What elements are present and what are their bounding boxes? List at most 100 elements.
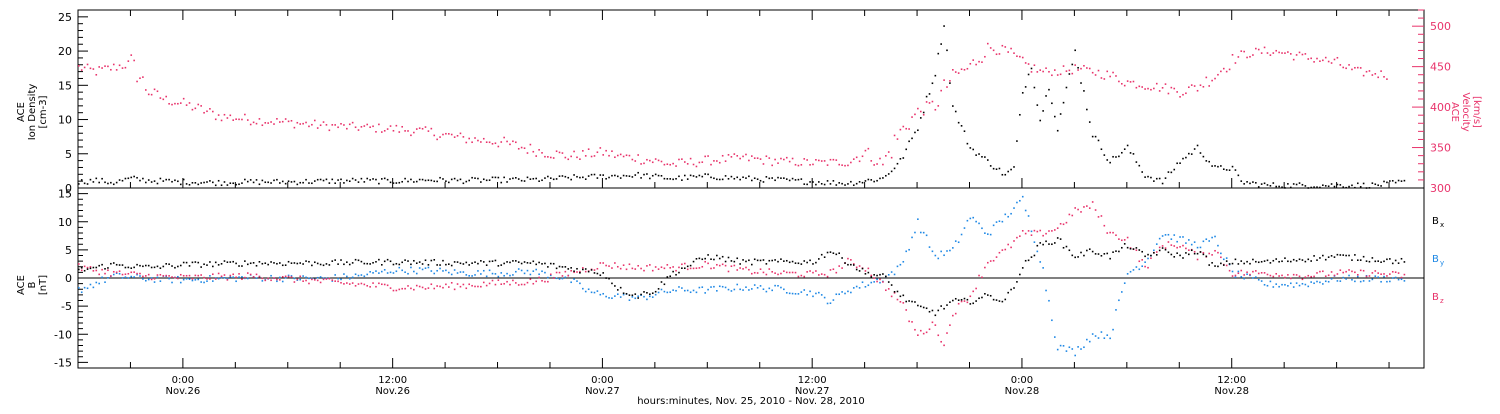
data-point-bz — [649, 264, 651, 266]
data-point-by — [587, 288, 590, 291]
data-point-bz — [1333, 274, 1336, 277]
data-point-by — [718, 285, 721, 288]
data-point-bx — [751, 263, 753, 266]
data-point-velocity — [512, 140, 514, 143]
data-point-velocity — [1345, 67, 1347, 70]
data-point-velocity — [1065, 70, 1068, 72]
data-point-bz — [150, 278, 153, 281]
data-point-bz — [911, 321, 913, 323]
data-point-ion-density — [1045, 95, 1047, 97]
data-point-velocity — [850, 161, 852, 164]
data-point-ion-density — [351, 177, 354, 180]
data-point-ion-density — [311, 182, 313, 185]
data-point-bx — [1129, 247, 1132, 250]
data-point-ion-density — [1094, 135, 1097, 138]
data-point-by — [1088, 340, 1091, 343]
data-point-bx — [1394, 259, 1397, 262]
data-point-bx — [328, 264, 331, 266]
data-point-bx — [1059, 238, 1062, 240]
data-point-bx — [949, 301, 951, 303]
data-point-bz — [1365, 275, 1368, 278]
data-point-by — [529, 273, 532, 276]
data-point-bz — [599, 262, 602, 264]
data-point-by — [809, 290, 811, 293]
data-point-ion-density — [162, 180, 165, 182]
data-point-bx — [1249, 262, 1251, 265]
data-point-by — [957, 241, 960, 244]
data-point-bx — [972, 302, 975, 305]
data-point-ion-density — [334, 182, 336, 185]
data-point-bz — [482, 281, 485, 284]
data-point-bz — [838, 265, 841, 267]
data-point-ion-density — [640, 177, 642, 179]
data-point-by — [1036, 250, 1039, 253]
data-point-bz — [459, 285, 462, 288]
data-point-bz — [998, 251, 1001, 254]
data-point-bz — [1141, 259, 1143, 261]
data-point-bx — [1368, 260, 1371, 263]
x-tick-day: Nov.28 — [1005, 386, 1040, 397]
data-point-bx — [474, 261, 476, 263]
data-point-bz — [188, 274, 191, 277]
data-point-ion-density — [1220, 165, 1222, 167]
data-point-velocity — [523, 147, 526, 149]
data-point-bz — [421, 286, 424, 289]
data-point-bz — [1397, 272, 1400, 274]
data-point-bx — [969, 303, 972, 305]
data-point-bx — [654, 290, 657, 293]
data-point-ion-density — [1260, 183, 1263, 185]
data-point-by — [115, 272, 118, 274]
data-point-bx — [1048, 243, 1050, 245]
data-point-velocity — [911, 116, 913, 118]
data-point-ion-density — [1048, 88, 1050, 91]
data-point-velocity — [1167, 92, 1170, 95]
data-point-ion-density — [453, 177, 456, 180]
data-point-bx — [1348, 254, 1350, 257]
data-point-bz — [669, 267, 672, 269]
data-point-by — [902, 260, 905, 263]
data-point-bz — [1024, 232, 1027, 235]
data-point-by — [494, 273, 497, 275]
data-point-bx — [319, 263, 322, 266]
data-point-by — [430, 270, 433, 272]
data-point-ion-density — [745, 177, 747, 179]
data-point-bz — [651, 269, 654, 272]
data-point-ion-density — [704, 173, 706, 175]
data-point-bx — [232, 260, 235, 263]
data-point-bz — [978, 274, 980, 277]
data-point-velocity — [1284, 52, 1286, 54]
data-point-bz — [1007, 243, 1009, 246]
data-point-bz — [1074, 207, 1076, 209]
data-point-velocity — [404, 130, 406, 132]
data-point-ion-density — [401, 180, 403, 183]
data-point-by — [1394, 276, 1397, 279]
data-point-bx — [1287, 260, 1289, 263]
data-point-bz — [564, 270, 567, 273]
data-point-bx — [115, 263, 118, 266]
data-point-bx — [491, 260, 494, 263]
data-point-bx — [937, 309, 940, 312]
data-point-velocity — [1255, 47, 1257, 50]
data-point-bx — [526, 262, 529, 264]
data-point-bx — [925, 307, 928, 310]
data-point-bx — [380, 264, 383, 266]
data-point-bx — [217, 264, 220, 266]
data-point-ion-density — [960, 125, 963, 127]
data-point-ion-density — [896, 162, 899, 165]
data-point-bx — [978, 297, 980, 300]
data-point-velocity — [756, 157, 759, 159]
data-point-by — [1281, 283, 1283, 286]
data-point-bx — [209, 261, 211, 263]
data-point-velocity — [718, 161, 721, 164]
data-point-bx — [1123, 243, 1126, 245]
data-point-bz — [503, 282, 505, 285]
data-point-bz — [969, 295, 972, 298]
data-point-ion-density — [1086, 108, 1088, 111]
data-point-velocity — [392, 129, 395, 132]
data-point-by — [214, 277, 217, 279]
data-point-bx — [1205, 255, 1208, 258]
data-point-bz — [914, 328, 916, 331]
data-point-by — [322, 277, 325, 279]
bottom-left-label-1: ACE — [16, 275, 27, 295]
